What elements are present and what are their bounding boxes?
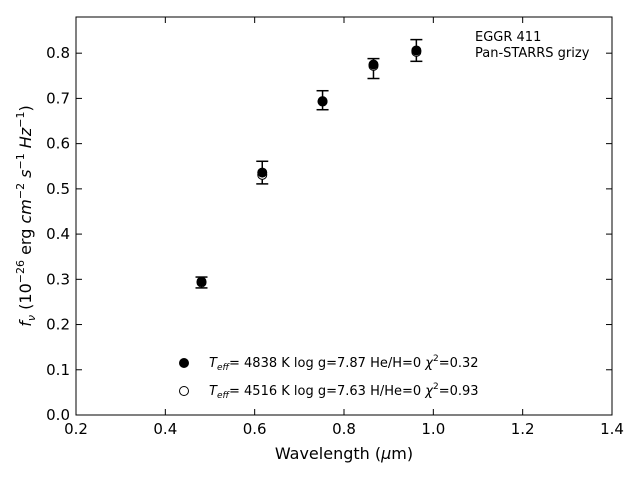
y-tick-label: 0.1 bbox=[46, 361, 70, 379]
x-tick-label: 1.4 bbox=[600, 420, 624, 438]
y-tick-label: 0.7 bbox=[46, 89, 70, 107]
y-tick-label: 0.6 bbox=[46, 135, 70, 153]
x-axis-label: Wavelength (μm) bbox=[275, 444, 413, 463]
legend-entry-filled: Teff= 4838 K log g=7.87 He/H=0 χ2=0.32 bbox=[209, 354, 479, 373]
data-point-filled bbox=[368, 59, 379, 70]
x-tick-label: 1.0 bbox=[421, 420, 445, 438]
x-tick-label: 0.8 bbox=[332, 420, 356, 438]
legend-entry-open: Teff= 4516 K log g=7.63 H/He=0 χ2=0.93 bbox=[209, 382, 479, 401]
x-tick-label: 1.2 bbox=[511, 420, 535, 438]
legend: Teff= 4838 K log g=7.87 He/H=0 χ2=0.32 T… bbox=[179, 354, 479, 401]
data-point-filled bbox=[411, 45, 422, 56]
data-point-filled bbox=[196, 276, 207, 287]
y-tick-label: 0.4 bbox=[46, 225, 70, 243]
y-tick-label: 0.0 bbox=[46, 406, 70, 424]
data-point-filled bbox=[257, 167, 268, 178]
data-point-filled bbox=[317, 96, 328, 107]
y-tick-label: 0.2 bbox=[46, 316, 70, 334]
legend-marker-open bbox=[179, 386, 189, 396]
y-axis-label: fν (10−26 erg cm−2 s−1 Hz−1) bbox=[14, 105, 38, 326]
x-axis-ticks: 0.2 0.4 0.6 0.8 1.0 1.2 1.4 bbox=[64, 17, 624, 438]
data-markers bbox=[196, 45, 422, 288]
y-tick-label: 0.3 bbox=[46, 270, 70, 288]
x-tick-label: 0.2 bbox=[64, 420, 88, 438]
y-axis-ticks: 0.0 0.1 0.2 0.3 0.4 0.5 0.6 0.7 0.8 bbox=[46, 44, 612, 424]
legend-marker-filled bbox=[179, 358, 189, 368]
y-tick-label: 0.8 bbox=[46, 44, 70, 62]
error-bars bbox=[195, 38, 423, 289]
x-tick-label: 0.4 bbox=[153, 420, 177, 438]
y-tick-label: 0.5 bbox=[46, 180, 70, 198]
x-tick-label: 0.6 bbox=[243, 420, 267, 438]
annotation-survey: Pan-STARRS grizy bbox=[475, 46, 590, 61]
annotation-star: EGGR 411 bbox=[475, 30, 541, 45]
